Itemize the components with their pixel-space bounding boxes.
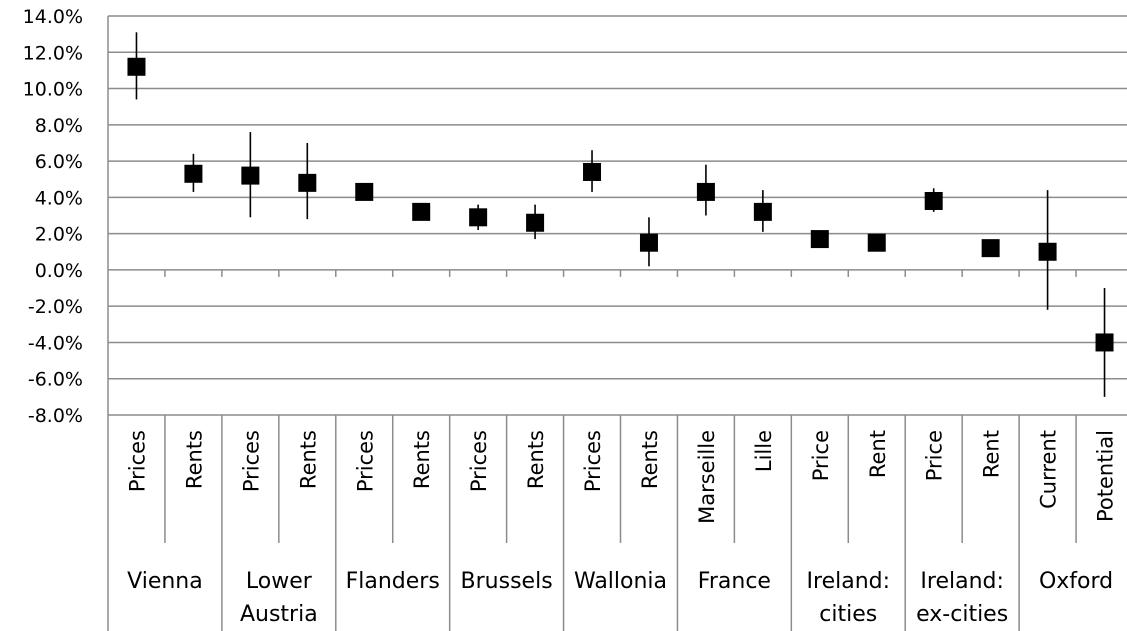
data-point xyxy=(753,202,772,221)
x-category-label: Rents xyxy=(524,430,548,489)
y-tick-label: 12.0% xyxy=(23,42,83,64)
data-point xyxy=(355,182,374,201)
x-group-label: Wallonia xyxy=(574,569,667,594)
data-point xyxy=(810,230,829,249)
data-points xyxy=(127,57,1114,352)
x-axis: Prices Rents Prices Rents Prices Rents Prices R… xyxy=(107,16,1118,631)
x-category-label: Rents xyxy=(638,430,662,489)
x-category-label: Prices xyxy=(581,430,605,492)
data-point xyxy=(583,162,602,181)
y-tick-label: -6.0% xyxy=(28,369,83,391)
y-tick-label: 8.0% xyxy=(35,115,83,137)
x-group-label: cities xyxy=(819,602,877,627)
x-category-label: Rents xyxy=(182,430,206,489)
data-point xyxy=(867,233,886,252)
y-tick-label: 6.0% xyxy=(35,151,83,173)
x-category-label: Prices xyxy=(467,430,491,492)
data-point xyxy=(1095,333,1114,352)
y-tick-label: 2.0% xyxy=(35,224,83,246)
x-category-label: Rents xyxy=(296,430,320,489)
x-group-label: France xyxy=(698,569,771,594)
y-tick-label: -8.0% xyxy=(28,405,83,427)
data-point xyxy=(298,173,317,192)
data-point xyxy=(469,208,488,227)
data-point xyxy=(184,164,203,183)
y-tick-label: 14.0% xyxy=(23,6,83,28)
data-point xyxy=(924,191,943,210)
x-category-label: Rent xyxy=(980,430,1004,478)
x-group-label: Austria xyxy=(240,602,318,627)
x-group-label: Ireland: xyxy=(807,569,891,594)
data-point xyxy=(127,57,146,76)
x-category-label: Rents xyxy=(410,430,434,489)
x-category-label: Current xyxy=(1037,430,1061,509)
x-category-label: Prices xyxy=(125,430,149,492)
x-category-label: Marseille xyxy=(695,430,719,524)
x-group-label: Ireland: xyxy=(920,569,1004,594)
y-tick-label: -4.0% xyxy=(28,332,83,354)
x-category-label: Price xyxy=(923,430,947,481)
x-group-label: ex-cities xyxy=(916,602,1008,627)
x-group-label: Brussels xyxy=(461,569,553,594)
x-category-label: Lille xyxy=(752,430,776,472)
data-point xyxy=(526,213,545,232)
y-tick-label: -2.0% xyxy=(28,296,83,318)
x-category-label: Potential xyxy=(1094,430,1118,522)
x-group-label: Vienna xyxy=(127,569,203,594)
data-point xyxy=(412,202,431,221)
gridlines xyxy=(108,15,1127,416)
y-axis-tick-labels: 14.0% 12.0% 10.0% 8.0% 6.0% 4.0% 2.0% 0.0% -2.0%… xyxy=(23,6,83,427)
data-point xyxy=(981,239,1000,258)
x-category-label: Price xyxy=(809,430,833,481)
data-point xyxy=(696,182,715,201)
x-group-label: Lower xyxy=(246,569,313,594)
x-category-label: Prices xyxy=(239,430,263,492)
y-tick-label: 0.0% xyxy=(35,260,83,282)
data-point xyxy=(1038,242,1057,261)
x-group-label: Oxford xyxy=(1039,569,1113,594)
data-point xyxy=(639,233,658,252)
x-category-label: Prices xyxy=(353,430,377,492)
y-tick-label: 4.0% xyxy=(35,187,83,209)
data-point xyxy=(241,166,260,185)
y-tick-label: 10.0% xyxy=(23,79,83,101)
x-category-label: Rent xyxy=(866,430,890,478)
x-group-label: Flanders xyxy=(346,569,440,594)
